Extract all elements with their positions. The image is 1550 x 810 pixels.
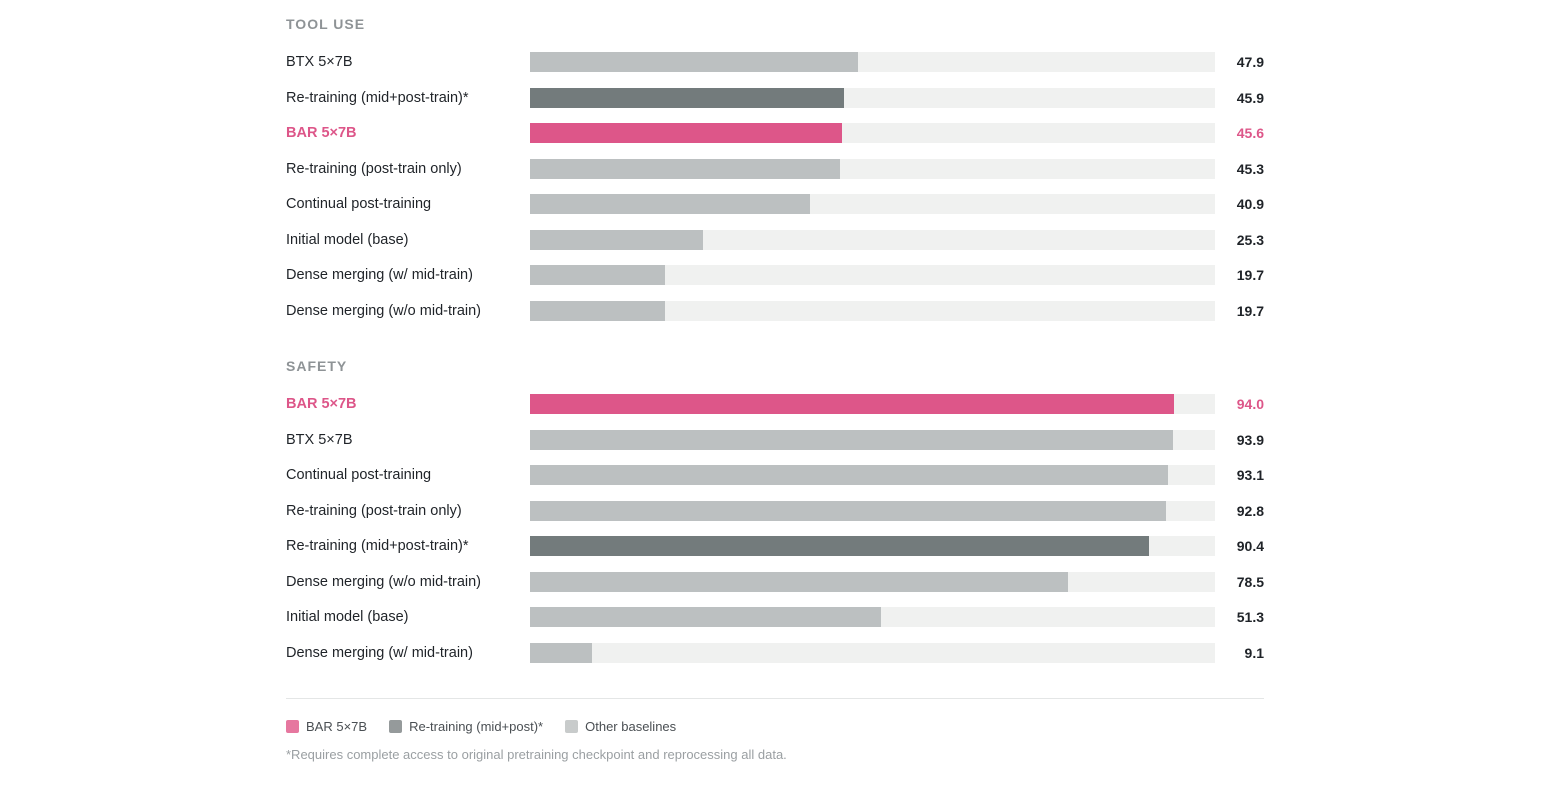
- safety-row-label: BTX 5×7B: [286, 431, 353, 448]
- tool-use-bar: [530, 229, 704, 250]
- tool-use-bar: [530, 123, 843, 143]
- tool-use-row-label: Initial model (base): [286, 231, 409, 248]
- safety-bar: [530, 500, 1166, 521]
- tool-use-value-label: 19.7: [1236, 267, 1264, 283]
- tool-use-row-label: Re-training (post-train only): [286, 160, 462, 177]
- tool-use-value-label: 19.7: [1236, 302, 1264, 319]
- safety-bar: [530, 394, 1174, 414]
- tool-use-value-label: 25.3: [1236, 231, 1264, 248]
- safety-bar: [530, 536, 1150, 556]
- legend-item-bar: BAR 5×7B: [286, 719, 367, 734]
- tool-use-row-label: Dense merging (w/ mid-train): [286, 267, 473, 283]
- safety-section-title: SAFETY: [286, 358, 348, 374]
- tool-use-row-label: Dense merging (w/o mid-train): [286, 302, 482, 319]
- footnote: *Requires complete access to original pr…: [286, 747, 787, 762]
- safety-value-label: 94.0: [1236, 396, 1264, 412]
- safety-bar-track: [530, 500, 1215, 521]
- tool-use-bar-track: [530, 52, 1215, 72]
- legend: BAR 5×7B Re-training (mid+post)* Other b…: [286, 717, 698, 735]
- safety-bar-track: [530, 642, 1215, 663]
- tool-use-row-label: Continual post-training: [286, 196, 432, 212]
- safety-bar-track: [530, 571, 1215, 592]
- safety-row-label: Dense merging (w/o mid-train): [286, 573, 482, 590]
- safety-bar-track: [530, 607, 1215, 627]
- safety-bar: [530, 642, 593, 663]
- safety-row-label: Dense merging (w/ mid-train): [286, 644, 473, 661]
- safety-bar: [530, 571, 1068, 592]
- tool-use-bar: [530, 194, 811, 214]
- legend-swatch-retraining: [389, 719, 403, 733]
- safety-row-label: Re-training (mid+post-train)*: [286, 538, 469, 554]
- tool-use-value-label: 47.9: [1236, 54, 1264, 70]
- safety-value-label: 92.8: [1236, 502, 1264, 519]
- tool-use-bar-track: [530, 300, 1215, 321]
- safety-row-label: Continual post-training: [286, 467, 432, 483]
- safety-bar: [530, 465, 1168, 485]
- tool-use-bar-track: [530, 265, 1215, 285]
- tool-use-bar-track: [530, 158, 1215, 179]
- safety-value-label: 78.5: [1236, 573, 1264, 590]
- legend-label-other: Other baselines: [585, 718, 677, 734]
- tool-use-value-label: 45.9: [1236, 89, 1264, 106]
- safety-bar-track: [530, 429, 1215, 450]
- safety-bar: [530, 429, 1174, 450]
- tool-use-bar-track: [530, 123, 1215, 143]
- safety-row-label: Re-training (post-train only): [286, 502, 462, 519]
- tool-use-section-title: TOOL USE: [286, 16, 366, 32]
- tool-use-row-label: BTX 5×7B: [286, 54, 353, 70]
- safety-value-label: 90.4: [1236, 538, 1264, 554]
- legend-label-bar: BAR 5×7B: [306, 718, 368, 734]
- legend-swatch-bar: [286, 719, 299, 733]
- tool-use-bar-track: [530, 194, 1215, 214]
- legend-label-retraining: Re-training (mid+post)*: [409, 718, 544, 734]
- safety-value-label: 93.1: [1236, 467, 1264, 483]
- safety-value-label: 51.3: [1236, 609, 1264, 625]
- tool-use-bar: [530, 265, 665, 285]
- tool-use-bar: [530, 87, 845, 108]
- tool-use-bar-track: [530, 229, 1215, 250]
- legend-swatch-other: [565, 719, 579, 733]
- safety-row-label: BAR 5×7B: [286, 396, 357, 412]
- safety-value-label: 93.9: [1236, 431, 1264, 448]
- tool-use-value-label: 45.3: [1236, 160, 1264, 177]
- tool-use-bar: [530, 52, 859, 72]
- tool-use-row-label: BAR 5×7B: [286, 125, 357, 141]
- tool-use-value-label: 45.6: [1236, 125, 1264, 141]
- safety-row-label: Initial model (base): [286, 609, 409, 625]
- tool-use-bar: [530, 158, 841, 179]
- tool-use-bar: [530, 300, 665, 321]
- safety-bar-track: [530, 536, 1215, 556]
- tool-use-bar-track: [530, 87, 1215, 108]
- safety-value-label: 9.1: [1244, 644, 1264, 661]
- legend-item-other: Other baselines: [565, 719, 676, 734]
- safety-bar: [530, 607, 882, 627]
- safety-bar-track: [530, 465, 1215, 485]
- legend-item-retraining: Re-training (mid+post)*: [389, 719, 543, 734]
- legend-divider: [286, 698, 1264, 699]
- tool-use-value-label: 40.9: [1236, 196, 1264, 212]
- tool-use-row-label: Re-training (mid+post-train)*: [286, 89, 469, 106]
- safety-bar-track: [530, 394, 1215, 414]
